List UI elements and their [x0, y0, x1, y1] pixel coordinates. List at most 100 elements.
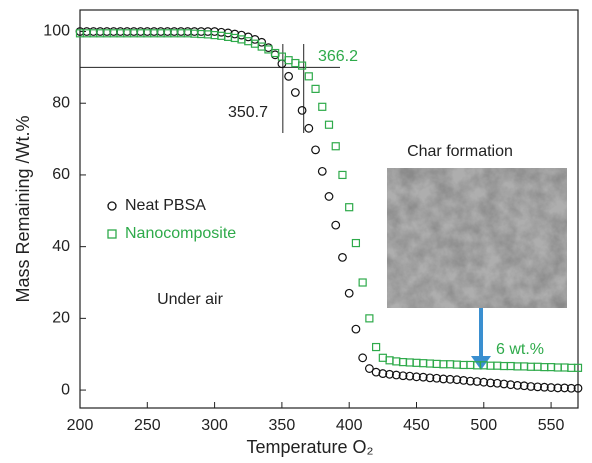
x-tick-label: 200	[67, 417, 94, 434]
x-axis-label: Temperature O₂	[246, 437, 373, 457]
data-point	[492, 378, 502, 388]
data-point	[513, 362, 522, 371]
data-point	[432, 359, 441, 368]
y-tick-label: 60	[52, 166, 70, 183]
y-axis-label: Mass Remaining /Wt.%	[13, 115, 33, 302]
data-point	[553, 383, 563, 393]
data-point	[573, 383, 583, 393]
data-point	[546, 363, 556, 372]
x-tick-label: 400	[336, 417, 363, 434]
data-point	[391, 370, 401, 380]
data-point	[539, 382, 549, 392]
y-tick-label: 0	[61, 381, 70, 398]
data-point	[318, 102, 327, 111]
data-point	[290, 88, 300, 97]
data-point	[311, 84, 320, 93]
data-point	[351, 238, 361, 248]
reference-label: 366.2	[318, 48, 358, 65]
annotation: Under air	[157, 291, 223, 308]
data-point	[519, 381, 529, 391]
data-point	[405, 371, 415, 381]
data-point	[573, 363, 583, 372]
data-point	[499, 379, 509, 389]
data-point	[439, 360, 448, 369]
legend-label: Nanocomposite	[125, 225, 236, 242]
data-point	[372, 342, 381, 352]
data-point	[513, 381, 522, 390]
data-point	[338, 253, 347, 262]
data-point	[567, 363, 576, 372]
data-point	[560, 383, 569, 393]
plot-frame	[79, 9, 579, 409]
data-point	[351, 324, 361, 334]
data-point	[459, 360, 468, 370]
data-point	[284, 71, 294, 81]
legend-marker	[107, 201, 117, 211]
data-point	[398, 371, 408, 381]
data-point	[533, 362, 542, 371]
data-point	[297, 61, 307, 70]
data-point	[499, 361, 509, 371]
legend-label: Neat PBSA	[125, 197, 206, 214]
data-point	[439, 374, 448, 384]
annotation: 6 wt.%	[496, 341, 544, 358]
x-tick-label: 300	[201, 417, 228, 434]
data-point	[331, 220, 341, 230]
x-tick-label: 550	[538, 417, 565, 434]
data-point	[304, 72, 313, 81]
y-tick-label: 40	[52, 238, 70, 255]
reference-label: 350.7	[228, 104, 268, 121]
x-tick-label: 250	[134, 417, 161, 434]
data-point	[317, 166, 327, 176]
data-point	[385, 356, 394, 365]
data-point	[304, 123, 314, 133]
data-point	[331, 142, 340, 151]
data-point	[412, 372, 421, 382]
data-point	[425, 359, 435, 368]
data-point	[418, 372, 428, 382]
data-point	[311, 145, 320, 155]
data-point	[338, 170, 347, 180]
data-point	[566, 383, 576, 393]
data-point	[540, 363, 549, 372]
data-point	[371, 367, 381, 377]
data-point	[526, 382, 536, 391]
data-point	[533, 382, 543, 392]
annotation: Char formation	[407, 143, 513, 160]
sem-texture	[387, 168, 567, 308]
data-point	[284, 56, 293, 65]
data-point	[378, 369, 388, 378]
data-point	[412, 358, 421, 367]
data-point	[459, 375, 468, 385]
data-point	[546, 383, 556, 392]
data-point	[398, 358, 408, 367]
data-point	[486, 378, 495, 388]
data-point	[324, 120, 334, 129]
x-tick-label: 450	[403, 417, 430, 434]
data-point	[432, 373, 442, 383]
data-point	[291, 58, 300, 68]
x-tick-label: 500	[470, 417, 497, 434]
x-tick-label: 350	[269, 417, 296, 434]
data-point	[297, 105, 307, 115]
data-point	[392, 357, 401, 366]
legend-marker	[107, 229, 117, 239]
data-point	[344, 288, 354, 298]
data-point	[385, 369, 394, 379]
data-point	[526, 362, 535, 371]
data-point	[358, 278, 367, 287]
y-tick-label: 20	[52, 310, 70, 327]
data-point	[553, 363, 562, 372]
data-point	[465, 376, 475, 386]
data-point	[446, 360, 455, 369]
data-point	[506, 361, 515, 371]
data-point	[452, 375, 462, 385]
data-point	[452, 360, 461, 369]
data-point	[506, 380, 516, 390]
y-tick-label: 80	[52, 94, 70, 111]
data-point	[466, 360, 475, 370]
data-point	[486, 361, 495, 370]
data-point	[365, 314, 374, 323]
y-tick-label: 100	[43, 23, 70, 40]
